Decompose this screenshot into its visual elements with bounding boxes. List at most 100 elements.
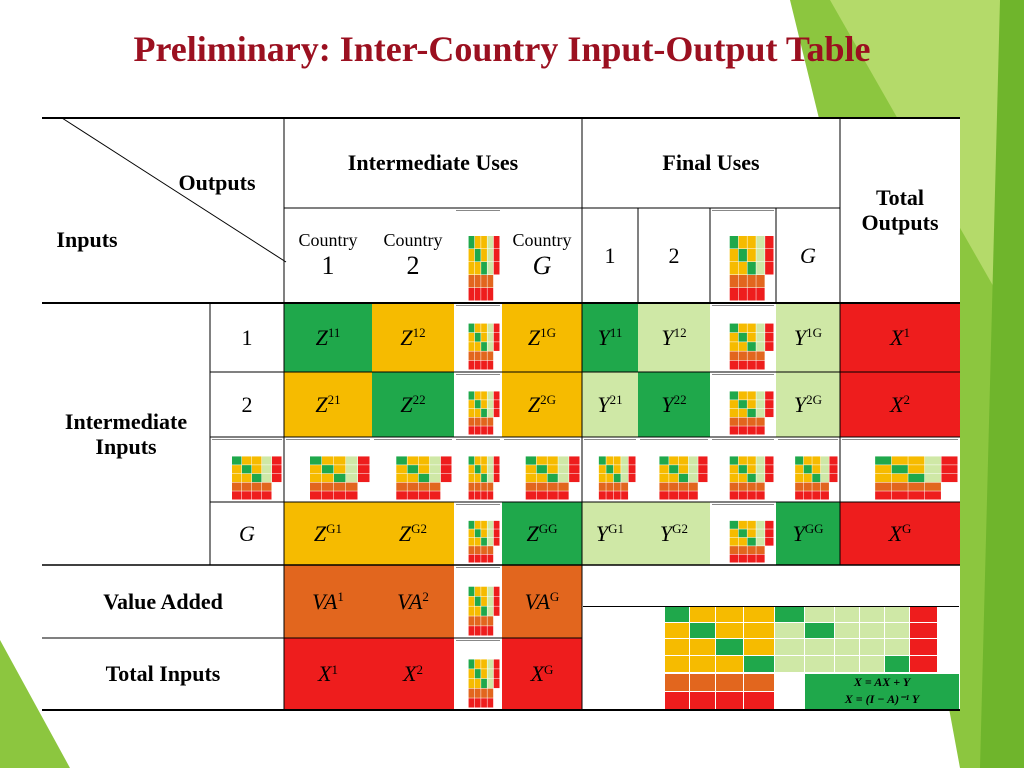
- thumbnail-cell: [606, 482, 614, 491]
- thumbnail-cell: [493, 537, 500, 546]
- thumbnail-cell: [547, 456, 558, 465]
- thumbnail-cell: [678, 491, 689, 500]
- thumbnail-cell: [493, 659, 500, 669]
- thumbnail-cell: [765, 262, 774, 275]
- inset-cell: [716, 656, 743, 672]
- thumbnail-cell: [738, 236, 747, 249]
- thumbnail-cell: [487, 586, 494, 597]
- thumbnail-cell: [547, 482, 558, 491]
- thumbnail-cell: [598, 473, 606, 483]
- thumbnail-cell: [487, 465, 494, 474]
- inset-cell: [665, 623, 689, 638]
- thumbnail-cell: [598, 465, 606, 474]
- thumbnail-cell: [322, 482, 334, 491]
- thumbnail-rule: [456, 305, 500, 306]
- cell-fill: [840, 372, 960, 437]
- cell-fill: [502, 565, 582, 638]
- thumbnail-cell: [429, 482, 441, 491]
- thumbnail-cell: [468, 537, 475, 546]
- inset-cell: [860, 623, 884, 638]
- thumbnail-cell: [493, 342, 500, 351]
- thumbnail-cell: [468, 482, 475, 491]
- thumbnail-cell: [468, 351, 475, 361]
- cell-fill: [372, 638, 454, 710]
- thumbnail-cell: [729, 360, 739, 370]
- inset-cell: [805, 639, 834, 655]
- inset-cell: [665, 692, 689, 709]
- thumbnail-cell: [569, 456, 580, 465]
- thumbnail-cell: [820, 473, 829, 483]
- inset-cell: [716, 607, 743, 622]
- thumbnail-cell: [468, 400, 475, 409]
- thumbnail-cell: [621, 465, 629, 474]
- thumbnail-cell: [468, 236, 475, 249]
- cell-symbol: Z: [527, 324, 541, 350]
- thumbnail-cell: [738, 391, 747, 400]
- thumbnail-cell: [487, 288, 494, 301]
- thumbnail-cell: [747, 473, 756, 483]
- thumbnail-cell: [795, 473, 804, 483]
- thumbnail-cell: [474, 332, 481, 342]
- thumbnail-cell: [924, 491, 941, 500]
- thumbnail-cell: [310, 465, 322, 474]
- table-cell: Y 1G: [776, 303, 840, 372]
- thumbnail-cell: [487, 669, 494, 679]
- header-outputs: Outputs: [178, 169, 256, 195]
- thumbnail-cell: [487, 417, 494, 426]
- thumbnail-cell: [493, 586, 500, 597]
- thumbnail-cell: [487, 596, 494, 606]
- thumbnail-cell: [738, 473, 747, 483]
- thumbnail-cell: [396, 491, 407, 500]
- country-column-header: Country 2: [372, 208, 454, 303]
- table-cell: Y 22: [638, 372, 710, 437]
- thumbnail-cell: [407, 456, 419, 465]
- thumbnail-cell: [628, 465, 636, 474]
- thumbnail-cell: [829, 465, 838, 474]
- cell-fill: [638, 372, 710, 437]
- thumbnail-cell: [875, 473, 892, 483]
- thumbnail-cell: [729, 342, 739, 351]
- inset-cell: [690, 607, 715, 622]
- thumbnail-cell: [747, 529, 756, 538]
- inset-cell: [690, 692, 715, 709]
- cell-fill: [372, 303, 454, 372]
- thumbnail-cell: [487, 659, 494, 669]
- thumbnail-cell: [493, 262, 500, 275]
- header-intermediate-uses: Intermediate Uses: [347, 149, 519, 175]
- thumbnail-cell: [487, 537, 494, 546]
- thumbnail-cell: [481, 491, 487, 500]
- thumbnail-cell: [738, 465, 747, 474]
- thumbnail-cell: [525, 482, 537, 491]
- thumbnail-cell: [812, 456, 821, 465]
- thumbnail-cell: [738, 426, 747, 435]
- thumbnail-cell: [756, 546, 765, 555]
- thumbnail-cell: [481, 342, 487, 351]
- thumbnail-cell: [669, 473, 679, 483]
- inset-cell: [665, 639, 689, 655]
- table-cell: Z G2: [372, 502, 454, 565]
- thumbnail-cell: [698, 465, 708, 474]
- thumbnail-cell: [765, 473, 774, 483]
- thumbnail-cell: [729, 554, 739, 563]
- thumbnail-cell: [481, 520, 487, 529]
- thumbnail-cell: [396, 456, 407, 465]
- table-cell: Y G2: [638, 502, 710, 565]
- table-cell: Z 2G: [502, 372, 582, 437]
- thumbnail-cell: [729, 323, 739, 333]
- final-column-header: 2: [668, 242, 680, 268]
- thumbnail-cell: [487, 529, 494, 538]
- thumbnail-cell: [729, 520, 739, 529]
- table-cell: Z GG: [502, 502, 582, 565]
- thumbnail-cell: [729, 400, 739, 409]
- cell-fill: [502, 372, 582, 437]
- thumbnail-cell: [756, 249, 765, 262]
- cell-fill: [582, 303, 638, 372]
- thumbnail-cell: [481, 400, 487, 409]
- cell-fill: [502, 638, 582, 710]
- cell-symbol: Y: [661, 391, 674, 417]
- thumbnail-cell: [747, 546, 756, 555]
- thumbnail-cell: [829, 473, 838, 483]
- cell-superscript: 2G: [806, 392, 823, 408]
- cell-fill: [284, 638, 372, 710]
- thumbnail-rule: [712, 439, 774, 440]
